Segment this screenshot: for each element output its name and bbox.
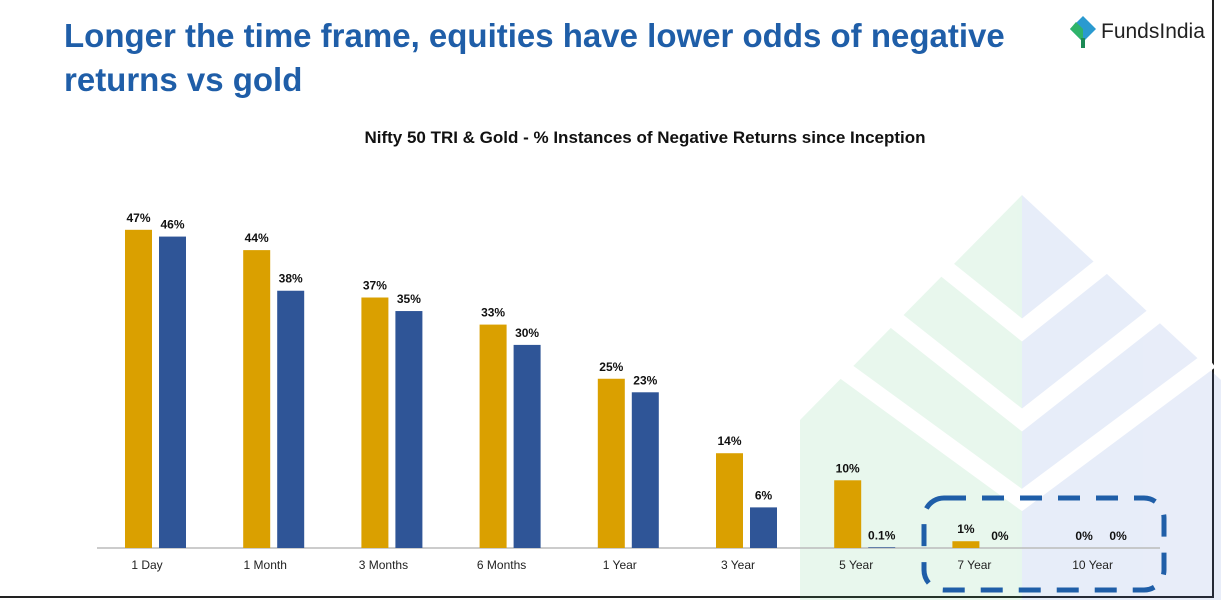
bar-series2 bbox=[395, 311, 423, 548]
data-label: 23% bbox=[633, 373, 657, 387]
logo-text: FundsIndia bbox=[1101, 20, 1205, 43]
x-tick-label: 7 Year bbox=[957, 558, 991, 572]
data-label: 46% bbox=[160, 218, 184, 232]
bar-series1 bbox=[834, 480, 862, 548]
data-label: 37% bbox=[363, 279, 387, 293]
data-label: 44% bbox=[245, 231, 269, 245]
bar-series1 bbox=[125, 229, 152, 548]
x-tick-label: 10 Year bbox=[1072, 558, 1113, 572]
data-label: 35% bbox=[397, 292, 421, 306]
bar-series1 bbox=[243, 250, 271, 548]
bar-series2 bbox=[750, 507, 777, 548]
x-tick-label: 1 Year bbox=[603, 558, 637, 572]
funds-india-logo: FundsIndia bbox=[1070, 16, 1205, 48]
bar-series2 bbox=[631, 392, 659, 548]
logo-leaf-icon bbox=[1070, 16, 1096, 48]
bar-series1 bbox=[361, 297, 389, 548]
bar-series2 bbox=[277, 290, 305, 548]
bar-series2 bbox=[159, 236, 186, 548]
x-tick-label: 5 Year bbox=[839, 558, 873, 572]
highlight-box bbox=[921, 495, 1167, 593]
x-tick-label: 6 Months bbox=[477, 558, 526, 572]
x-tick-label: 1 Day bbox=[131, 558, 162, 572]
data-label: 0% bbox=[1075, 529, 1093, 543]
data-label: 0% bbox=[1109, 529, 1127, 543]
data-label: 1% bbox=[957, 522, 975, 536]
bar-series1 bbox=[952, 541, 980, 548]
data-label: 10% bbox=[836, 461, 860, 475]
x-tick-label: 3 Year bbox=[721, 558, 755, 572]
data-label: 0% bbox=[991, 529, 1009, 543]
bar-series1 bbox=[479, 324, 507, 548]
data-label: 0.1% bbox=[868, 528, 896, 542]
bar-series1 bbox=[597, 378, 625, 548]
page-title: Longer the time frame, equities have low… bbox=[64, 17, 1005, 98]
data-label: 38% bbox=[279, 272, 303, 286]
data-label: 33% bbox=[481, 306, 505, 320]
chart-title: Nifty 50 TRI & Gold - % Instances of Neg… bbox=[364, 128, 926, 147]
bar-series1 bbox=[716, 453, 743, 548]
data-label: 14% bbox=[717, 434, 741, 448]
x-tick-label: 1 Month bbox=[244, 558, 287, 572]
data-label: 30% bbox=[515, 326, 539, 340]
data-label: 6% bbox=[755, 488, 773, 502]
x-tick-label: 3 Months bbox=[359, 558, 408, 572]
bar-series2 bbox=[868, 547, 896, 548]
data-label: 47% bbox=[126, 211, 150, 225]
data-label: 25% bbox=[599, 360, 623, 374]
bar-series2 bbox=[513, 344, 541, 548]
